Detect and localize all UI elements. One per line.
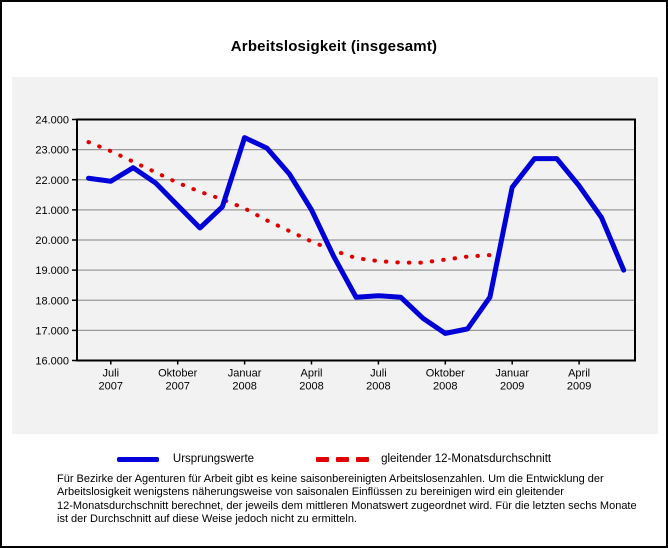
y-axis-label: 23.000 [35, 145, 69, 157]
footnote-line: Für Bezirke der Agenturen für Arbeit gib… [57, 473, 604, 485]
x-axis-year-label: 2007 [165, 381, 189, 393]
legend-solid-line-swatch [116, 456, 159, 462]
x-axis-year-label: 2008 [433, 381, 457, 393]
y-axis-label: 24.000 [35, 115, 69, 127]
y-axis-label: 20.000 [35, 235, 69, 247]
footnote-line: Arbeitslosigkeit wenigstens näherungswei… [57, 486, 564, 499]
x-axis-year-label: 2007 [99, 381, 123, 393]
chart-legend: Ursprungswerte gleitender 12-Monatsdurch… [2, 450, 666, 468]
x-axis-month-label: Juli [370, 368, 387, 380]
x-axis-year-label: 2008 [299, 381, 323, 393]
moving-average-line [86, 140, 492, 265]
y-axis-label: 19.000 [35, 265, 69, 277]
y-axis-label: 17.000 [35, 325, 69, 337]
x-axis-month-label: April [568, 368, 590, 380]
x-axis-month-label: Januar [495, 368, 529, 380]
x-axis-year-label: 2008 [232, 381, 256, 393]
legend-dashed-line-swatch [316, 456, 370, 462]
x-axis-year-label: 2008 [366, 381, 390, 393]
x-axis-year-label: 2009 [500, 381, 524, 393]
legend-label-durchschnitt: gleitender 12-Monatsdurchschnitt [381, 453, 552, 465]
legend-label-ursprungswerte: Ursprungswerte [172, 453, 255, 465]
x-axis-month-label: Oktober [426, 368, 465, 380]
x-axis-month-label: Oktober [158, 368, 197, 380]
x-axis-year-label: 2009 [567, 381, 591, 393]
y-axis-label: 16.000 [35, 356, 69, 368]
y-axis-label: 18.000 [35, 295, 69, 307]
x-axis-month-label: April [300, 368, 322, 380]
chart-footnote: Für Bezirke der Agenturen für Arbeit gib… [57, 473, 657, 527]
footnote-line: 12-Monatsdurchschnitt berechnet, der jew… [57, 499, 637, 512]
y-axis-label: 21.000 [35, 205, 69, 217]
chart-title: Arbeitslosigkeit (insgesamt) [230, 38, 438, 55]
x-axis-month-label: Januar [228, 368, 262, 380]
footnote-line: ist der Durchschnitt auf diese Weise jed… [57, 513, 357, 526]
y-axis-label: 22.000 [35, 175, 69, 187]
unemployment-line-chart: 24.000 23.000 22.000 21.000 20.000 19.000 18.0… [35, 115, 636, 393]
x-axis-month-label: Juli [103, 368, 120, 380]
original-values-line [86, 135, 627, 336]
